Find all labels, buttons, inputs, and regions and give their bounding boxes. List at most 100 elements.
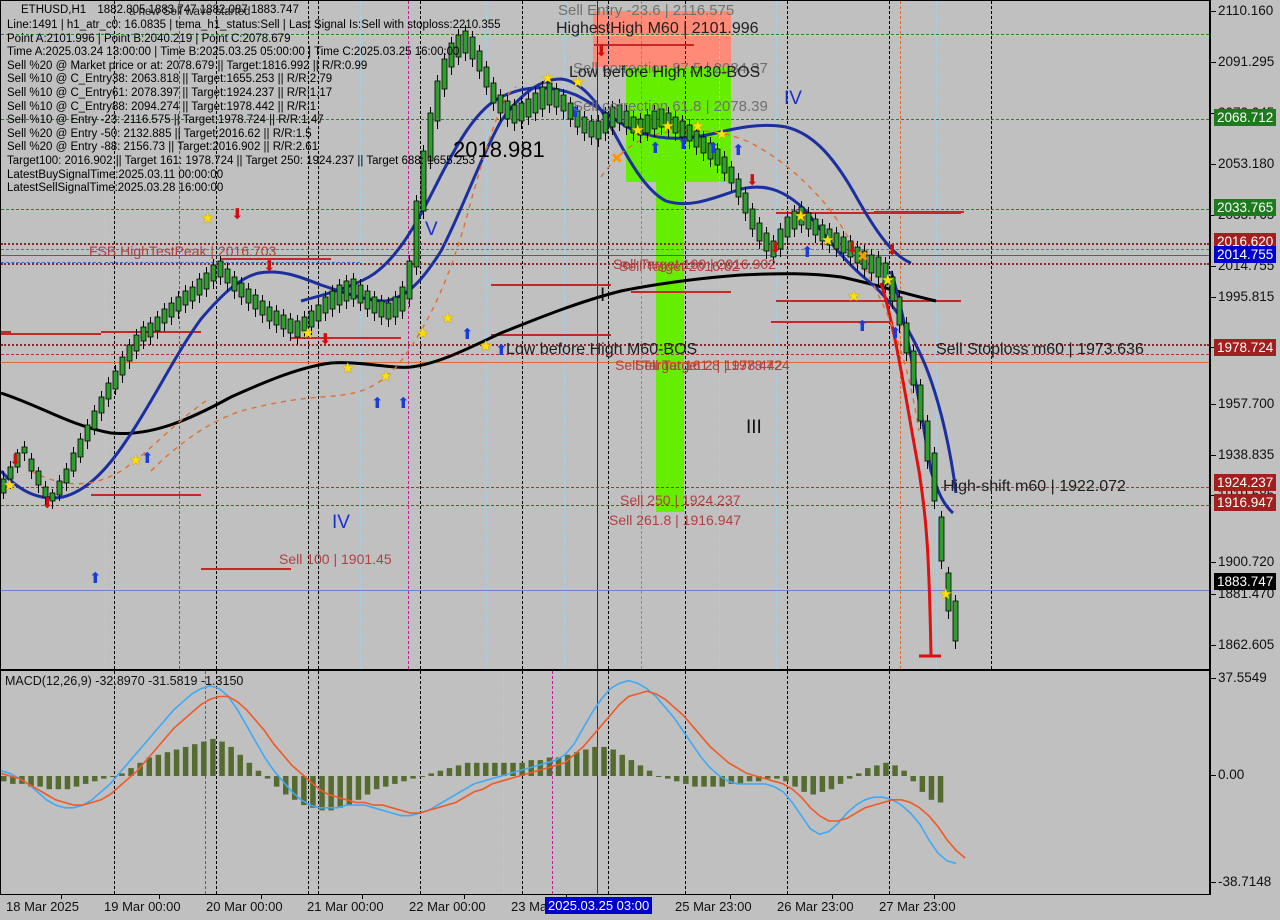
vgrid-line xyxy=(114,1,115,669)
vgrid-line xyxy=(522,671,523,894)
signal-star-icon: ★ xyxy=(715,126,729,143)
signal-star-icon: ★ xyxy=(479,338,493,355)
crosshair-vertical xyxy=(597,671,598,894)
price-tick-label: 2110.160 xyxy=(1218,3,1274,18)
signal-star-icon: ★ xyxy=(416,325,430,342)
signal-star-icon: ★ xyxy=(631,122,645,139)
signal-star-icon: ★ xyxy=(847,288,861,305)
price-level-badge[interactable]: 1883.747 xyxy=(1214,573,1277,590)
signal-star-icon: ★ xyxy=(661,118,675,135)
wave-label: IV xyxy=(332,512,350,533)
price-tick xyxy=(1211,297,1216,298)
price-level-badge[interactable]: 1924.237 xyxy=(1214,474,1277,491)
buy-arrow-icon: ⬆ xyxy=(495,342,508,359)
price-tick xyxy=(1211,594,1216,595)
price-tick-label: 1862.605 xyxy=(1218,637,1275,652)
signal-star-icon: ★ xyxy=(939,586,953,603)
vgrid-aux xyxy=(936,1,937,669)
zone-segment xyxy=(1,262,101,263)
macd-pane[interactable]: MACD(12,26,9) -32.8970 -31.5819 -1.3150 xyxy=(0,670,1210,895)
time-tick-label: 25 Mar 23:00 xyxy=(675,899,752,914)
time-tick xyxy=(464,895,465,899)
vgrid-line xyxy=(685,1,686,669)
chart-annotation: Sell correction 61.8 | 2078.39 xyxy=(573,98,768,115)
vgrid-line xyxy=(216,1,217,669)
buy-arrow-icon: ⬆ xyxy=(461,326,474,343)
vgrid-line xyxy=(420,1,421,669)
time-tick-label: 26 Mar 23:00 xyxy=(777,899,854,914)
demand-zone-green-2 xyxy=(656,182,684,512)
price-tick-label: 2053.180 xyxy=(1218,156,1275,171)
sr-segment xyxy=(874,211,964,213)
vgrid-line xyxy=(608,671,609,894)
buy-arrow-icon: ⬆ xyxy=(856,318,869,335)
price-tick xyxy=(1211,62,1216,63)
vgrid-line xyxy=(318,1,319,669)
price-tick xyxy=(1211,164,1216,165)
buy-arrow-icon: ⬆ xyxy=(801,244,814,261)
level-line-yellow xyxy=(1,35,1209,36)
buy-arrow-icon: ⬆ xyxy=(649,140,662,157)
sr-segment xyxy=(491,284,611,286)
sell-arrow-icon: ⬇ xyxy=(319,331,332,348)
vgrid-line xyxy=(889,671,890,894)
chart-annotation: Low before High M30-BOS xyxy=(569,64,761,81)
sell-arrow-icon: ⬇ xyxy=(746,172,759,189)
price-level-badge[interactable]: 2068.712 xyxy=(1214,109,1277,126)
sell-arrow-icon: ⬇ xyxy=(886,242,899,259)
time-tick xyxy=(934,895,935,899)
macd-tick-label: 37.5549 xyxy=(1218,670,1267,685)
sr-segment xyxy=(91,494,201,496)
sr-segment xyxy=(291,337,401,339)
macd-tick xyxy=(1211,678,1216,679)
chart-annotation: Sell Target 100 | 2016.902 xyxy=(613,256,776,272)
price-level-badge[interactable]: 1916.947 xyxy=(1214,494,1277,511)
time-axis[interactable]: 18 Mar 2025 19 Mar 00:00 20 Mar 00:00 21 Ma… xyxy=(0,895,1280,920)
chart-annotation: Sell Target 2016.62 xyxy=(619,258,740,274)
price-tick-label: 1957.700 xyxy=(1218,396,1275,411)
signal-star-icon: ★ xyxy=(341,360,355,377)
level-line-maroon xyxy=(1,243,1209,245)
price-level-badge[interactable]: 1978.724 xyxy=(1214,339,1277,356)
chart-annotation: Sell 250 | 1924.237 xyxy=(620,492,741,508)
chart-annotation: Low before High M60-BOS xyxy=(506,341,698,358)
signal-star-icon: ★ xyxy=(794,208,808,225)
sell-arrow-icon: ⬇ xyxy=(846,240,859,257)
macd-scale[interactable]: 37.5549 0.00 -38.7148 xyxy=(1210,670,1280,895)
info-line: Sell %10 @ Entry -23: 2116.575 || Target… xyxy=(7,114,324,127)
price-scale[interactable]: 2110.1602091.2952072.0452053.1802033.765… xyxy=(1210,0,1280,670)
sell-arrow-icon: ⬇ xyxy=(595,43,608,60)
vgrid-line xyxy=(308,671,309,894)
price-level-badge[interactable]: 2014.755 xyxy=(1214,246,1277,263)
info-line: Line:1491 | h1_atr_c0: 16.0835 | tema_h1… xyxy=(7,19,501,31)
buy-arrow-icon: ⬆ xyxy=(89,570,102,587)
info-line: Sell %10 @ C_Entry88: 2094.274 || Target… xyxy=(7,100,317,113)
current-time-badge[interactable]: 2025.03.25 03:00 xyxy=(545,897,653,914)
sr-segment xyxy=(771,321,891,323)
sr-segment xyxy=(1,333,101,335)
buy-arrow-icon: ⬆ xyxy=(569,104,582,121)
level-line-green xyxy=(1,34,1209,35)
chart-annotation: Sell Target 161.8 | 1978.724 xyxy=(615,357,790,373)
wave-label: V xyxy=(425,219,438,240)
level-line-red-dash xyxy=(1,505,1209,506)
time-tick xyxy=(159,895,160,899)
macd-tick xyxy=(1211,775,1216,776)
time-tick xyxy=(61,895,62,899)
close-signal-icon: ✖ xyxy=(857,248,869,264)
vgrid-aux xyxy=(503,671,504,894)
vgrid-line xyxy=(991,1,992,669)
level-line-blue xyxy=(1,249,1209,250)
price-tick-label: 1900.720 xyxy=(1218,554,1275,569)
price-chart-pane[interactable]: ⬇ ⬇ ★ ★ ⬆ ⬆ ★ ⬇ ⬇ ★ ⬇ ⬆ ⬆ ★ ★ ★ ★ ★ ⬆ ⬆ … xyxy=(0,0,1210,670)
vgrid-aux xyxy=(105,1,106,669)
buy-arrow-icon: ⬆ xyxy=(677,136,690,153)
signal-star-icon: ★ xyxy=(881,272,895,289)
price-axis-line xyxy=(1210,0,1211,670)
signal-star-icon: ★ xyxy=(379,368,393,385)
price-level-badge[interactable]: 2033.765 xyxy=(1214,199,1277,216)
vgrid-orange xyxy=(900,1,901,669)
time-tick xyxy=(362,895,363,899)
buy-arrow-icon: ⬆ xyxy=(371,395,384,412)
price-level-badge[interactable]: 2016.620 xyxy=(1214,233,1277,250)
